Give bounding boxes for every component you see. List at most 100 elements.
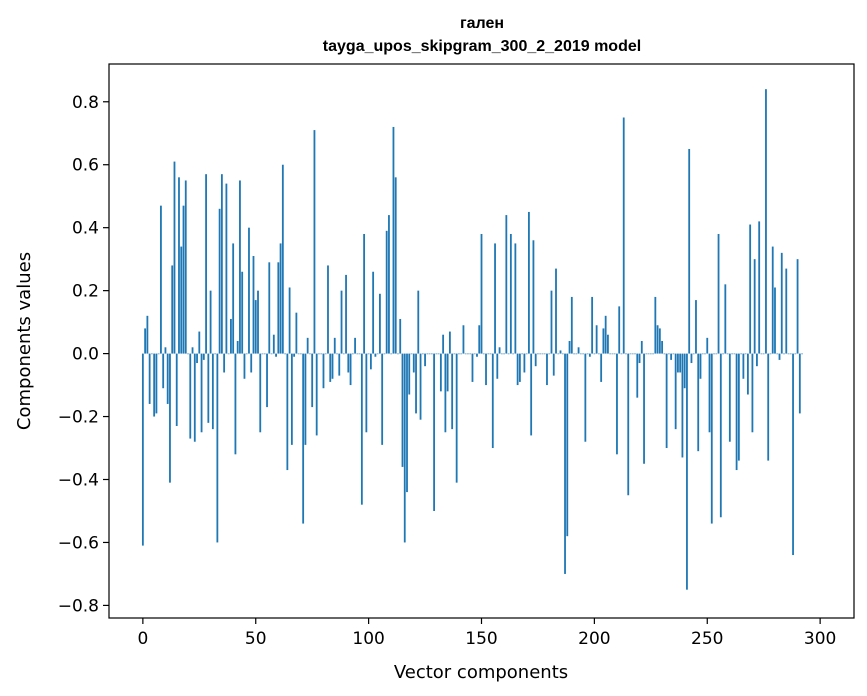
bar-56 bbox=[268, 262, 271, 354]
bar-64 bbox=[286, 353, 289, 471]
bar-115 bbox=[401, 353, 404, 467]
bar-24 bbox=[196, 353, 198, 364]
bar-273 bbox=[758, 221, 761, 354]
bar-204 bbox=[602, 328, 605, 354]
bar-265 bbox=[740, 353, 743, 355]
bar-99 bbox=[365, 353, 368, 433]
bar-262 bbox=[733, 353, 736, 355]
bar-248 bbox=[701, 353, 704, 355]
bar-7 bbox=[157, 353, 160, 355]
bar-268 bbox=[746, 353, 749, 395]
bar-235 bbox=[672, 353, 675, 355]
bar-139 bbox=[455, 353, 458, 483]
bar-254 bbox=[715, 353, 718, 355]
bar-181 bbox=[550, 290, 553, 354]
bar-241 bbox=[686, 353, 688, 590]
bar-236 bbox=[674, 353, 677, 430]
bar-162 bbox=[507, 353, 510, 355]
bar-291 bbox=[798, 353, 801, 414]
bar-71 bbox=[302, 353, 305, 524]
bar-249 bbox=[704, 353, 706, 355]
bar-6 bbox=[155, 353, 158, 414]
bar-47 bbox=[248, 227, 250, 354]
bar-65 bbox=[288, 287, 291, 354]
bar-168 bbox=[521, 353, 524, 355]
bar-44 bbox=[241, 271, 244, 354]
bar-81 bbox=[324, 353, 327, 355]
bar-182 bbox=[552, 353, 555, 376]
bar-19 bbox=[184, 180, 187, 354]
bar-227 bbox=[654, 296, 657, 354]
bar-175 bbox=[537, 353, 539, 355]
bar-221 bbox=[640, 341, 643, 354]
bar-285 bbox=[785, 268, 788, 354]
bar-194 bbox=[579, 353, 582, 355]
bar-101 bbox=[369, 353, 372, 370]
bar-80 bbox=[322, 353, 325, 389]
bar-102 bbox=[372, 271, 375, 354]
y-tick-label: −0.6 bbox=[58, 533, 99, 553]
bar-263 bbox=[735, 353, 738, 471]
bar-188 bbox=[566, 353, 569, 537]
bar-67 bbox=[293, 353, 296, 357]
bar-185 bbox=[559, 350, 562, 354]
bar-23 bbox=[193, 353, 196, 442]
bar-260 bbox=[728, 353, 731, 442]
bar-192 bbox=[575, 353, 578, 355]
bar-169 bbox=[523, 353, 526, 373]
bar-134 bbox=[444, 353, 447, 433]
bar-13 bbox=[171, 265, 174, 354]
bar-57 bbox=[270, 353, 273, 355]
bar-0 bbox=[141, 353, 144, 546]
bar-141 bbox=[460, 353, 463, 355]
bar-154 bbox=[489, 353, 492, 355]
bar-40 bbox=[232, 243, 235, 354]
bar-98 bbox=[363, 233, 366, 354]
bar-171 bbox=[528, 211, 530, 354]
bar-205 bbox=[604, 315, 607, 354]
bar-267 bbox=[744, 353, 747, 355]
bar-212 bbox=[620, 353, 623, 355]
bar-70 bbox=[299, 353, 302, 355]
bar-68 bbox=[295, 312, 298, 354]
bar-287 bbox=[789, 353, 792, 355]
bar-209 bbox=[613, 353, 616, 355]
bar-147 bbox=[473, 353, 476, 355]
bar-142 bbox=[462, 325, 465, 354]
bar-197 bbox=[586, 353, 589, 355]
bar-137 bbox=[451, 353, 454, 430]
bar-104 bbox=[376, 353, 379, 355]
bar-165 bbox=[514, 243, 517, 354]
bar-252 bbox=[710, 353, 713, 524]
x-tick-label: 200 bbox=[578, 629, 610, 649]
y-tick-label: −0.4 bbox=[58, 471, 99, 491]
bar-128 bbox=[430, 353, 433, 355]
bar-50 bbox=[254, 300, 257, 354]
bar-29 bbox=[207, 353, 210, 423]
bar-190 bbox=[570, 296, 573, 354]
bar-119 bbox=[410, 353, 413, 355]
bar-276 bbox=[765, 89, 767, 354]
bar-97 bbox=[360, 353, 363, 505]
bar-58 bbox=[272, 334, 275, 354]
bar-38 bbox=[227, 353, 230, 355]
bar-55 bbox=[266, 353, 268, 408]
bar-30 bbox=[209, 290, 212, 354]
bar-42 bbox=[236, 341, 239, 354]
y-axis-label: Components values bbox=[14, 252, 35, 430]
bar-75 bbox=[311, 353, 314, 408]
bar-94 bbox=[354, 337, 356, 354]
bar-237 bbox=[677, 353, 679, 373]
bar-178 bbox=[543, 353, 546, 355]
bar-105 bbox=[379, 293, 381, 354]
bar-109 bbox=[388, 215, 390, 354]
bar-240 bbox=[683, 353, 686, 389]
y-tick-label: 0.0 bbox=[72, 345, 99, 365]
bar-193 bbox=[577, 347, 580, 354]
bar-176 bbox=[539, 353, 542, 355]
bar-259 bbox=[726, 353, 729, 355]
bar-156 bbox=[494, 243, 496, 354]
bar-271 bbox=[753, 259, 756, 354]
bar-86 bbox=[336, 353, 338, 355]
